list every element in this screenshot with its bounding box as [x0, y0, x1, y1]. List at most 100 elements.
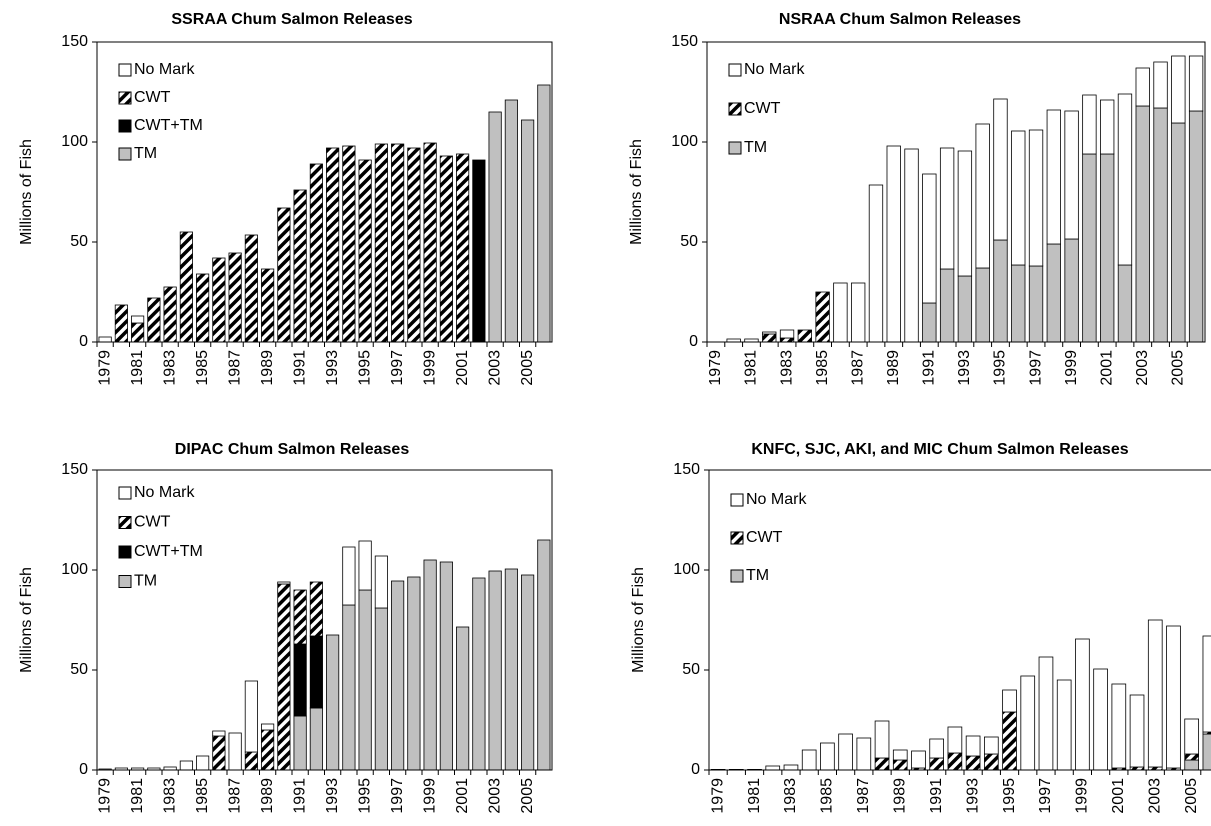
bar-segment — [196, 755, 210, 771]
bar-segment — [342, 546, 356, 606]
bar-segment — [1020, 675, 1036, 771]
y-tick-label: 50 — [70, 233, 88, 250]
x-tick-label: 1999 — [421, 778, 438, 814]
bar-segment — [374, 143, 388, 343]
bar-segment — [1064, 110, 1079, 240]
x-tick-label: 1995 — [356, 778, 373, 814]
bar-segment — [212, 257, 226, 343]
bar-segment — [407, 147, 421, 343]
plot-frame — [96, 469, 553, 771]
legend-label: No Mark — [134, 484, 195, 501]
bar-segment — [833, 282, 848, 343]
x-tick-label: 1979 — [96, 778, 113, 814]
x-tick-label: 1983 — [161, 350, 178, 386]
y-tick-label: 50 — [70, 661, 88, 678]
y-tick-label: 150 — [61, 33, 88, 50]
x-tick-label: 1979 — [707, 350, 724, 386]
bar-segment — [212, 730, 226, 737]
bar-segment — [131, 322, 145, 343]
bar-segment — [293, 643, 307, 717]
bar-segment — [456, 626, 470, 771]
bar-segment — [244, 234, 258, 343]
bar-segment — [838, 733, 853, 771]
x-tick-label: 1979 — [709, 778, 726, 814]
x-tick-label: 1983 — [782, 778, 799, 814]
x-tick-label: 1995 — [1001, 778, 1018, 814]
plot-frame — [708, 469, 1211, 771]
x-tick-label: 2001 — [454, 350, 471, 386]
bar-segment — [342, 145, 356, 343]
bar-segment — [929, 738, 944, 759]
x-tick-label: 1991 — [291, 778, 308, 814]
x-tick-label: 1987 — [855, 778, 872, 814]
x-tick-label: 1983 — [778, 350, 795, 386]
bar-segment — [856, 737, 872, 771]
bar-segment — [472, 159, 486, 343]
bar-segment — [1202, 733, 1211, 771]
bar-segment — [147, 297, 161, 343]
bar-segment — [797, 329, 812, 343]
bar-segment — [922, 302, 937, 343]
bar-segment — [488, 570, 502, 771]
x-tick-label: 1987 — [226, 350, 243, 386]
legend-label: TM — [746, 567, 769, 584]
bar-segment — [892, 759, 908, 771]
bar-segment — [984, 736, 999, 755]
x-tick-label: 1995 — [356, 350, 373, 386]
legend-label: No Mark — [744, 61, 805, 78]
y-tick-label: 100 — [671, 133, 698, 150]
chart: KNFC, SJC, AKI, and MIC Chum Salmon Rele… — [630, 441, 1211, 814]
x-tick-label: 2005 — [519, 778, 536, 814]
legend-swatch — [118, 516, 132, 529]
bar-segment — [472, 577, 486, 771]
x-tick-label: 2005 — [1170, 350, 1187, 386]
bar-segment — [407, 576, 421, 771]
x-tick-label: 1989 — [891, 778, 908, 814]
bar-segment — [391, 143, 405, 343]
legend-label: CWT+TM — [134, 117, 203, 134]
bar-segment — [423, 559, 437, 771]
x-tick-label: 1983 — [161, 778, 178, 814]
x-tick-label: 1991 — [921, 350, 938, 386]
bar-segment — [309, 581, 323, 637]
bar-segment — [309, 707, 323, 771]
x-tick-label: 1981 — [129, 778, 146, 814]
x-tick-label: 1991 — [928, 778, 945, 814]
y-axis-label: Millions of Fish — [628, 139, 645, 245]
bar-segment — [521, 119, 535, 343]
bar-segment — [929, 757, 944, 771]
bar-segment — [1202, 635, 1211, 733]
plot-frame — [706, 41, 1206, 343]
x-tick-label: 2003 — [486, 350, 503, 386]
bar-segment — [293, 189, 307, 343]
x-tick-label: 1979 — [96, 350, 113, 386]
bar-segment — [1002, 711, 1017, 771]
legend-label: CWT — [134, 514, 171, 531]
bar-segment — [309, 635, 323, 709]
bar-segment — [1002, 689, 1017, 713]
x-tick-label: 2003 — [1134, 350, 1151, 386]
bar-segment — [521, 574, 535, 771]
bar-segment — [1028, 129, 1044, 267]
legend-swatch — [118, 91, 132, 105]
bar-segment — [342, 604, 356, 771]
bar-segment — [439, 561, 453, 771]
bar-segment — [293, 589, 307, 645]
x-tick-label: 1989 — [259, 778, 276, 814]
legend-swatch — [118, 486, 132, 500]
y-axis-label: Millions of Fish — [18, 139, 35, 245]
y-tick-label: 100 — [61, 561, 88, 578]
legend-swatch — [118, 119, 132, 133]
bar-segment — [1082, 153, 1097, 343]
bar-segment — [1153, 107, 1168, 343]
bar-segment — [957, 275, 973, 343]
chart-title: SSRAA Chum Salmon Releases — [171, 11, 412, 28]
bar-segment — [1100, 99, 1115, 155]
bar-segment — [779, 337, 795, 343]
bar-segment — [1184, 718, 1200, 755]
legend-swatch — [728, 102, 742, 116]
x-tick-label: 1981 — [129, 350, 146, 386]
y-tick-label: 150 — [671, 33, 698, 50]
bar-segment — [326, 634, 340, 771]
